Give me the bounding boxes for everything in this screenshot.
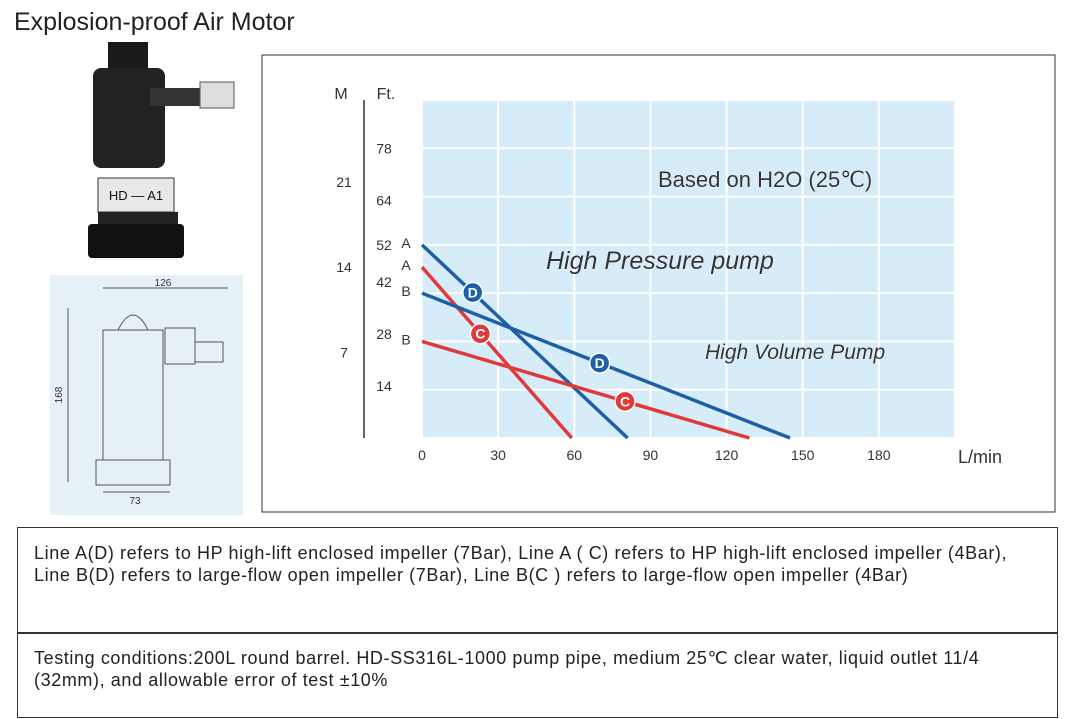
chart-frame xyxy=(261,54,1056,513)
x-tick-label: 30 xyxy=(490,447,506,463)
series-marker xyxy=(614,390,636,413)
x-tick-label: 90 xyxy=(643,447,659,463)
y2-tick-label: 7 xyxy=(340,345,348,361)
page-title: Explosion-proof Air Motor xyxy=(14,8,295,36)
pump-photo: HD — A1 xyxy=(88,42,235,258)
y-tick-label: 78 xyxy=(376,140,392,156)
series-start-label: B xyxy=(401,283,410,299)
x-axis-label: L/min xyxy=(958,447,1002,467)
dimension-label: 126 xyxy=(155,278,172,289)
series-start-label: A xyxy=(401,235,411,251)
annotation: High Volume Pump xyxy=(705,341,885,364)
x-tick-label: 180 xyxy=(867,447,891,463)
series-marker xyxy=(588,352,611,374)
series-start-label: A xyxy=(401,257,411,273)
dimension-label: 168 xyxy=(54,386,65,403)
series-line xyxy=(420,265,574,440)
series-line xyxy=(421,339,750,440)
figure: Explosion-proof Air Motor HD — A1 126 16… xyxy=(14,8,1056,515)
note: Line A(D) refers to HP high-lift enclose… xyxy=(17,527,1058,634)
annotation: Based on H2O (25℃) xyxy=(658,167,872,192)
series-start-label: B xyxy=(401,331,410,347)
y-tick-label: 28 xyxy=(376,326,392,342)
x-tick-label: 150 xyxy=(791,447,815,463)
series-marker xyxy=(462,281,484,304)
annotation: High Pressure pump xyxy=(546,247,774,275)
x-tick-label: 120 xyxy=(715,447,739,463)
series-marker-label: C xyxy=(620,393,630,409)
y2-tick-label: 14 xyxy=(336,259,352,275)
y2-axis-label: M xyxy=(334,86,347,103)
y-axis-label: Ft. xyxy=(377,86,396,103)
series-marker-label: C xyxy=(475,326,485,342)
plot-area xyxy=(422,100,955,438)
y-tick-label: 52 xyxy=(376,237,392,253)
svg-text:HD — A1: HD — A1 xyxy=(109,188,163,203)
y2-tick-label: 21 xyxy=(336,174,352,190)
series-line xyxy=(420,243,629,440)
note: Testing conditions:200L round barrel. HD… xyxy=(17,632,1058,718)
y-tick-label: 64 xyxy=(376,192,392,208)
x-tick-label: 0 xyxy=(418,447,426,463)
y-tick-label: 42 xyxy=(376,274,392,290)
dimension-drawing: 126 168 73 xyxy=(50,275,243,515)
series-marker-label: D xyxy=(468,285,478,301)
y-tick-label: 14 xyxy=(376,378,392,394)
series-marker-label: D xyxy=(595,355,605,371)
series-marker xyxy=(469,322,492,345)
x-tick-label: 60 xyxy=(566,447,582,463)
dimension-label: 73 xyxy=(129,496,141,507)
